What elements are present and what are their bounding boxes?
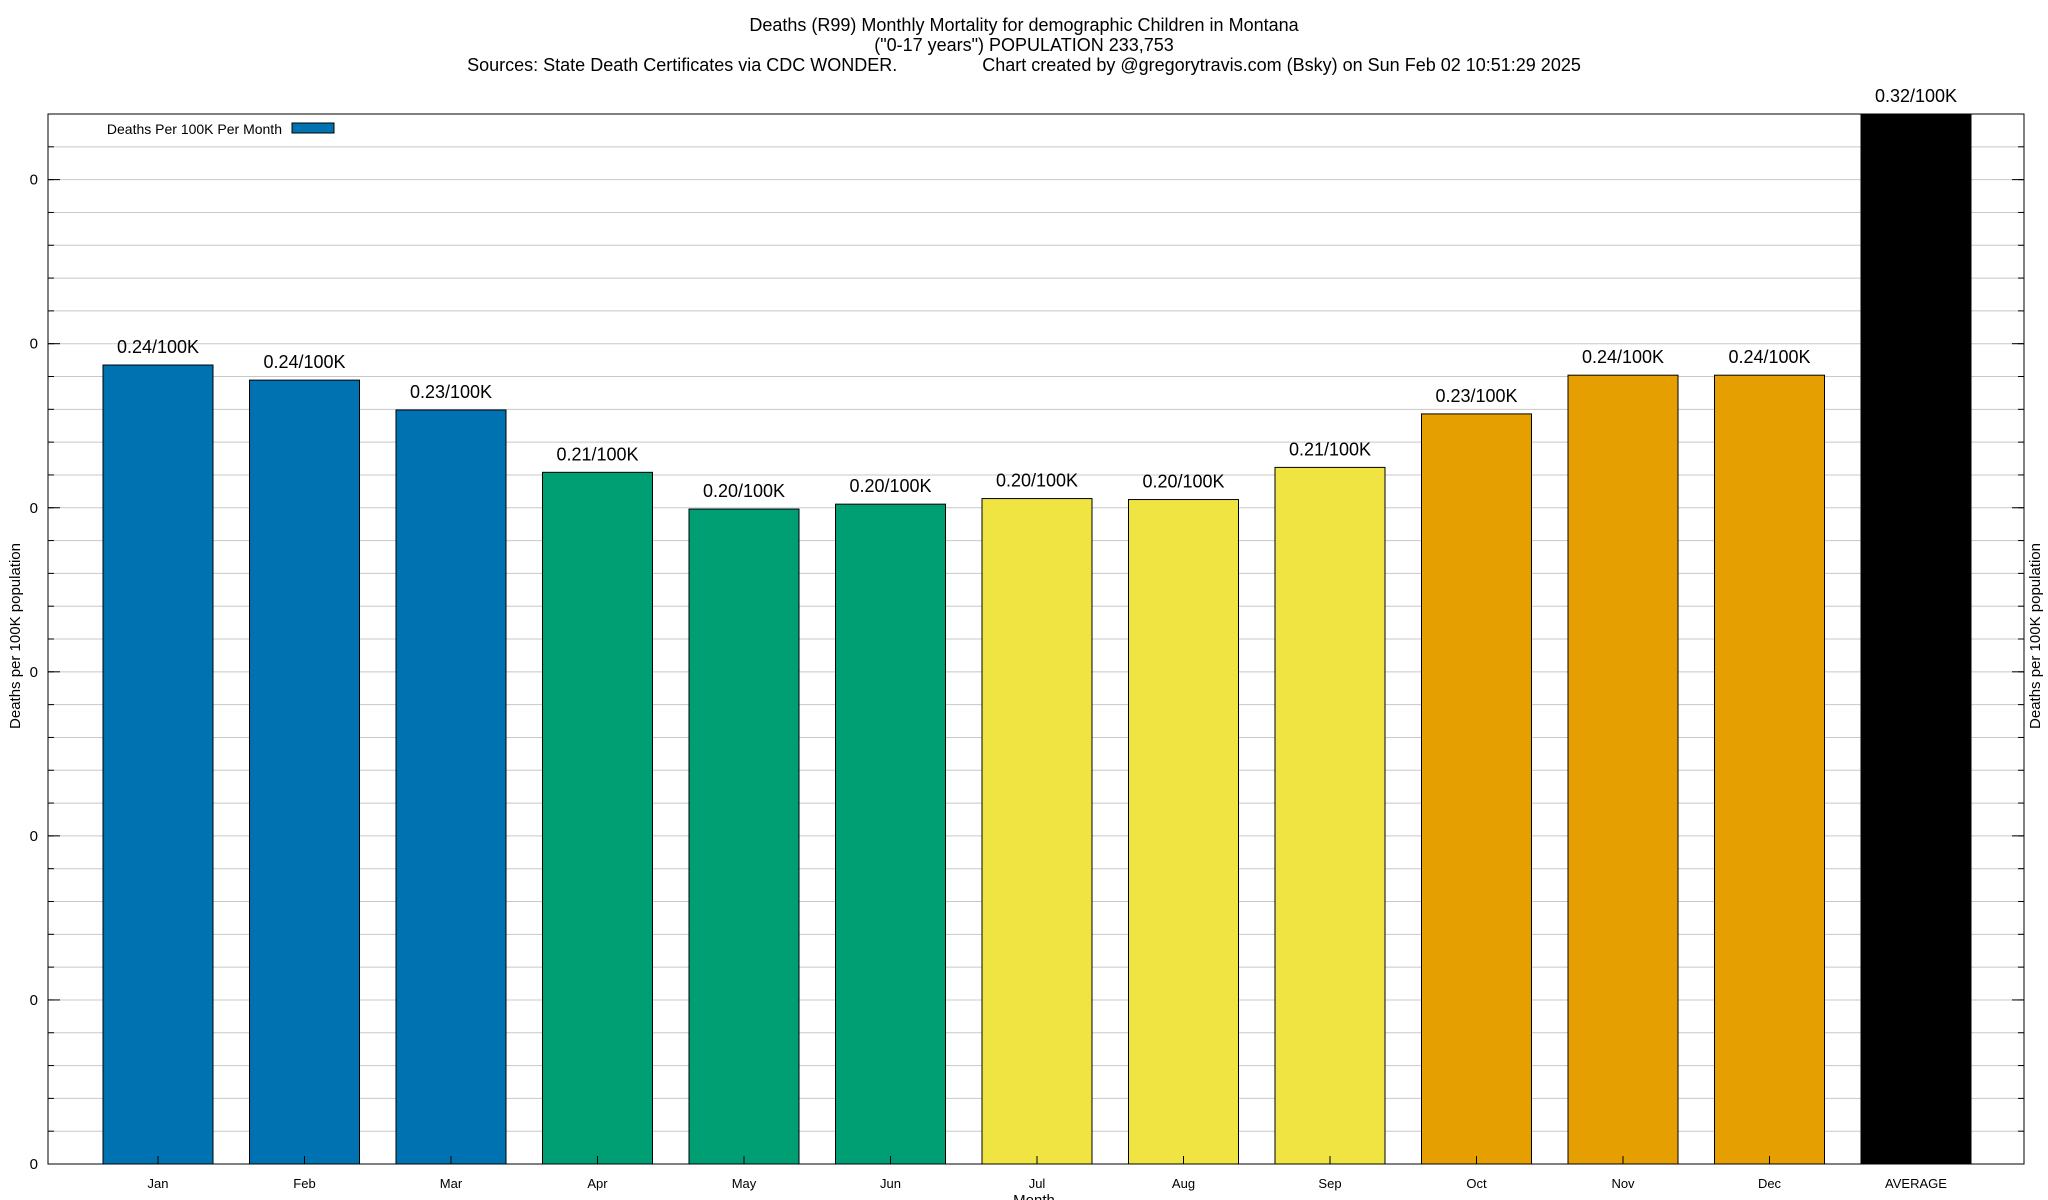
bar-value-label: 0.21/100K — [1289, 439, 1371, 459]
legend: Deaths Per 100K Per Month — [107, 121, 335, 137]
bar-value-label: 0.21/100K — [556, 444, 638, 464]
legend-label: Deaths Per 100K Per Month — [107, 121, 282, 137]
bar-value-label: 0.23/100K — [1435, 386, 1517, 406]
bar-value-label: 0.24/100K — [1728, 347, 1810, 367]
bar-jul — [981, 498, 1093, 1165]
chart-title: Deaths (R99) Monthly Mortality for demog… — [467, 15, 1581, 75]
x-tick-label: Dec — [1758, 1176, 1782, 1191]
x-tick-label: Aug — [1172, 1176, 1195, 1191]
bar-sep — [1274, 466, 1386, 1165]
x-tick-label: Apr — [587, 1176, 608, 1191]
bar-average — [1860, 113, 1972, 1165]
bar-apr — [542, 471, 653, 1165]
bar-feb — [249, 379, 360, 1165]
x-tick-label: Feb — [293, 1176, 315, 1191]
bar-value-label: 0.24/100K — [263, 352, 345, 372]
bar-value-label: 0.24/100K — [1582, 347, 1664, 367]
bar-dec — [1714, 374, 1825, 1165]
bar-mar — [395, 409, 507, 1165]
bar-value-label: 0.20/100K — [703, 481, 785, 501]
bar-jun — [835, 503, 946, 1165]
axis-ticks — [48, 146, 2024, 1165]
x-tick-label: Mar — [440, 1176, 463, 1191]
x-tick-label: Sep — [1318, 1176, 1341, 1191]
chart-title-line-1: Deaths (R99) Monthly Mortality for demog… — [749, 15, 1299, 35]
y-axis-tick-labels: 0 0 0 0 0 0 0 — [30, 172, 38, 1173]
bar-value-label: 0.23/100K — [410, 382, 492, 402]
y-tick-label: 0 — [30, 336, 38, 353]
chart-title-line-3: Sources: State Death Certificates via CD… — [467, 55, 1581, 75]
legend-swatch — [291, 122, 335, 134]
bar-value-label: 0.20/100K — [996, 471, 1078, 491]
x-tick-label: Jan — [148, 1176, 169, 1191]
bar-value-label: 0.20/100K — [1142, 472, 1224, 492]
bar-series — [102, 113, 1972, 1165]
bar-oct — [1421, 413, 1532, 1165]
x-tick-label: Nov — [1611, 1176, 1635, 1191]
x-tick-label: AVERAGE — [1885, 1176, 1947, 1191]
bar-value-label: 0.20/100K — [849, 476, 931, 496]
y-tick-label: 0 — [30, 664, 38, 681]
bar-value-labels: 0.24/100K 0.24/100K 0.23/100K 0.21/100K 0.20… — [117, 86, 1957, 501]
x-tick-label: Jun — [880, 1176, 901, 1191]
y-axis-label: Deaths per 100K population — [7, 543, 24, 729]
y2-axis-label: Deaths per 100K population — [2027, 543, 2044, 729]
bar-jan — [102, 364, 214, 1165]
y-tick-label: 0 — [30, 500, 38, 517]
y-tick-label: 0 — [30, 828, 38, 845]
y-tick-label: 0 — [30, 1156, 38, 1173]
x-axis-tick-labels: Jan Feb Mar Apr May Jun Jul Aug Sep Oct Nov Dec AVER… — [148, 1176, 1948, 1191]
bar-value-label: 0.24/100K — [117, 337, 199, 357]
chart-title-line-2: ("0-17 years") POPULATION 233,753 — [874, 35, 1174, 55]
bar-aug — [1128, 499, 1239, 1165]
x-tick-label: Jul — [1029, 1176, 1046, 1191]
x-axis-label: Month — [1013, 1192, 1055, 1200]
bar-may — [688, 508, 800, 1165]
y-tick-label: 0 — [30, 172, 38, 189]
bar-nov — [1567, 374, 1679, 1165]
y-tick-label: 0 — [30, 992, 38, 1009]
bar-value-label: 0.32/100K — [1875, 86, 1957, 106]
x-tick-label: May — [732, 1176, 757, 1191]
x-tick-label: Oct — [1466, 1176, 1487, 1191]
